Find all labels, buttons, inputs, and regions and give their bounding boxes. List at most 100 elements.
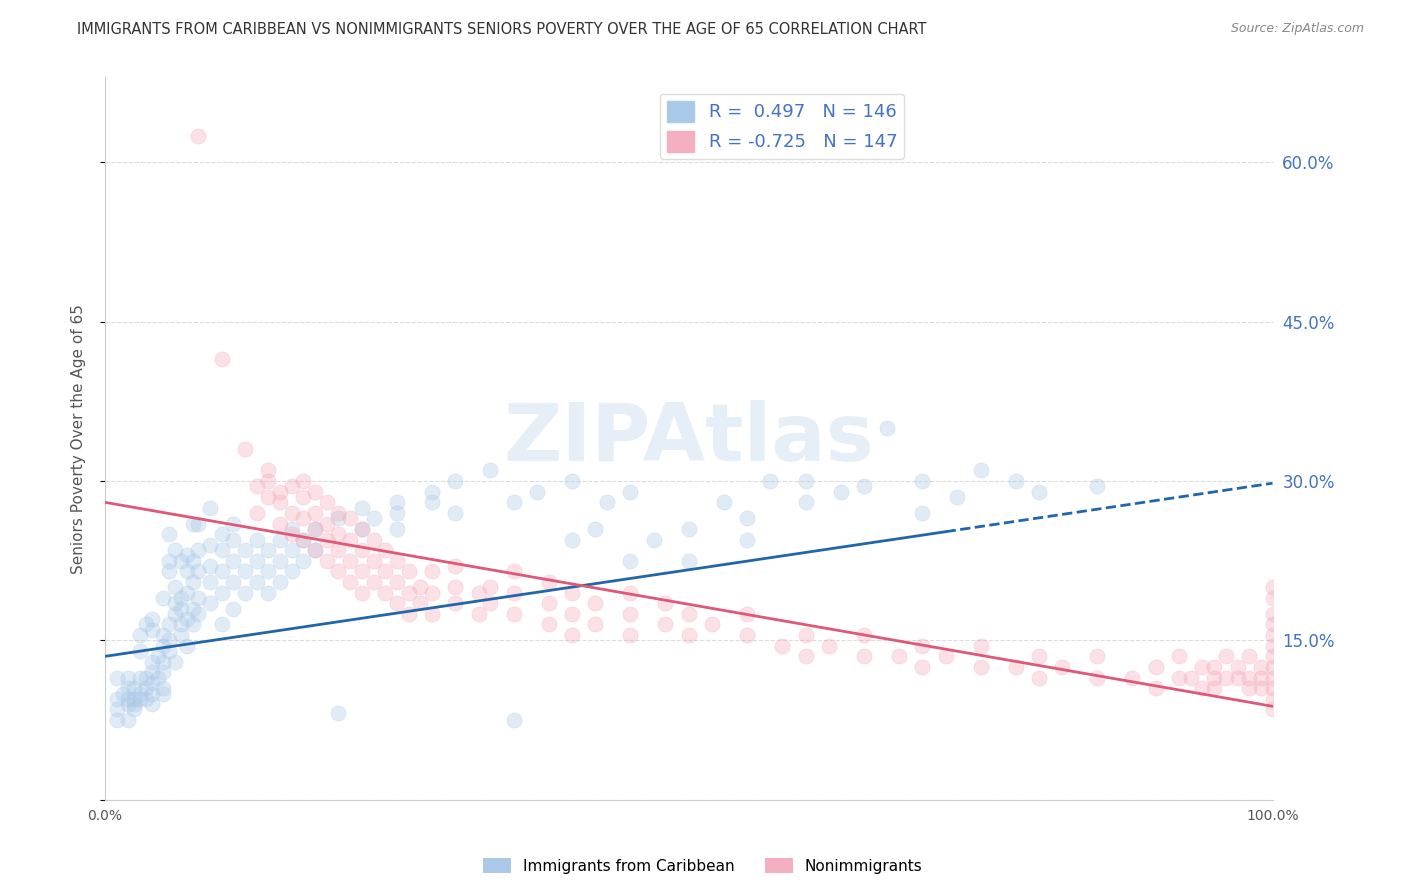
Point xyxy=(467,585,489,599)
Point xyxy=(363,574,385,589)
Point xyxy=(141,623,163,637)
Point xyxy=(292,474,315,488)
Point xyxy=(678,554,700,568)
Point xyxy=(1087,671,1109,685)
Point xyxy=(561,628,583,642)
Point xyxy=(1250,660,1272,674)
Point xyxy=(385,495,408,509)
Point xyxy=(187,516,209,531)
Point xyxy=(105,671,128,685)
Point xyxy=(211,585,233,599)
Point xyxy=(479,580,502,594)
Point xyxy=(211,543,233,558)
Point xyxy=(304,506,326,520)
Point xyxy=(479,463,502,477)
Point xyxy=(852,628,875,642)
Point xyxy=(170,591,193,605)
Point xyxy=(257,585,280,599)
Point xyxy=(502,565,524,579)
Point xyxy=(304,484,326,499)
Point xyxy=(257,474,280,488)
Point xyxy=(246,479,269,493)
Point xyxy=(502,607,524,621)
Point xyxy=(176,612,198,626)
Point xyxy=(187,565,209,579)
Point xyxy=(328,565,350,579)
Point xyxy=(444,580,467,594)
Point xyxy=(1237,671,1260,685)
Point xyxy=(385,596,408,610)
Point xyxy=(129,628,152,642)
Point xyxy=(935,649,957,664)
Point xyxy=(619,554,641,568)
Point xyxy=(1237,649,1260,664)
Point xyxy=(187,607,209,621)
Point xyxy=(911,474,934,488)
Point xyxy=(1028,649,1050,664)
Point xyxy=(328,706,350,720)
Point xyxy=(1087,479,1109,493)
Point xyxy=(198,500,221,515)
Point xyxy=(163,543,186,558)
Point xyxy=(122,702,145,716)
Point xyxy=(1191,681,1213,696)
Point xyxy=(619,585,641,599)
Point xyxy=(122,691,145,706)
Point xyxy=(315,533,337,547)
Point xyxy=(374,543,396,558)
Point xyxy=(141,612,163,626)
Point xyxy=(537,617,560,632)
Point xyxy=(444,506,467,520)
Point xyxy=(129,671,152,685)
Point xyxy=(502,713,524,727)
Point xyxy=(292,511,315,525)
Point xyxy=(187,591,209,605)
Point xyxy=(444,474,467,488)
Point xyxy=(117,681,139,696)
Point xyxy=(583,522,606,536)
Point xyxy=(328,543,350,558)
Point xyxy=(350,522,373,536)
Point xyxy=(181,617,204,632)
Point xyxy=(152,687,174,701)
Point xyxy=(233,585,256,599)
Point xyxy=(1180,671,1202,685)
Point xyxy=(211,617,233,632)
Point xyxy=(1121,671,1143,685)
Point xyxy=(157,644,180,658)
Point xyxy=(281,565,304,579)
Point xyxy=(467,607,489,621)
Point xyxy=(583,596,606,610)
Point xyxy=(561,474,583,488)
Point xyxy=(583,617,606,632)
Point xyxy=(135,691,157,706)
Point xyxy=(619,628,641,642)
Point xyxy=(363,511,385,525)
Point xyxy=(281,522,304,536)
Text: Source: ZipAtlas.com: Source: ZipAtlas.com xyxy=(1230,22,1364,36)
Point xyxy=(759,474,782,488)
Point xyxy=(713,495,735,509)
Point xyxy=(141,697,163,711)
Point xyxy=(350,565,373,579)
Point xyxy=(141,655,163,669)
Point xyxy=(1261,660,1284,674)
Point xyxy=(969,463,991,477)
Point xyxy=(1226,671,1249,685)
Point xyxy=(198,559,221,574)
Point xyxy=(176,549,198,563)
Point xyxy=(1261,639,1284,653)
Point xyxy=(1261,691,1284,706)
Point xyxy=(969,660,991,674)
Point xyxy=(818,639,841,653)
Point xyxy=(281,479,304,493)
Point xyxy=(135,671,157,685)
Point xyxy=(1250,671,1272,685)
Point xyxy=(1204,671,1226,685)
Point xyxy=(292,490,315,504)
Legend: R =  0.497   N = 146, R = -0.725   N = 147: R = 0.497 N = 146, R = -0.725 N = 147 xyxy=(659,94,904,159)
Point xyxy=(246,506,269,520)
Point xyxy=(339,533,361,547)
Point xyxy=(770,639,793,653)
Point xyxy=(350,585,373,599)
